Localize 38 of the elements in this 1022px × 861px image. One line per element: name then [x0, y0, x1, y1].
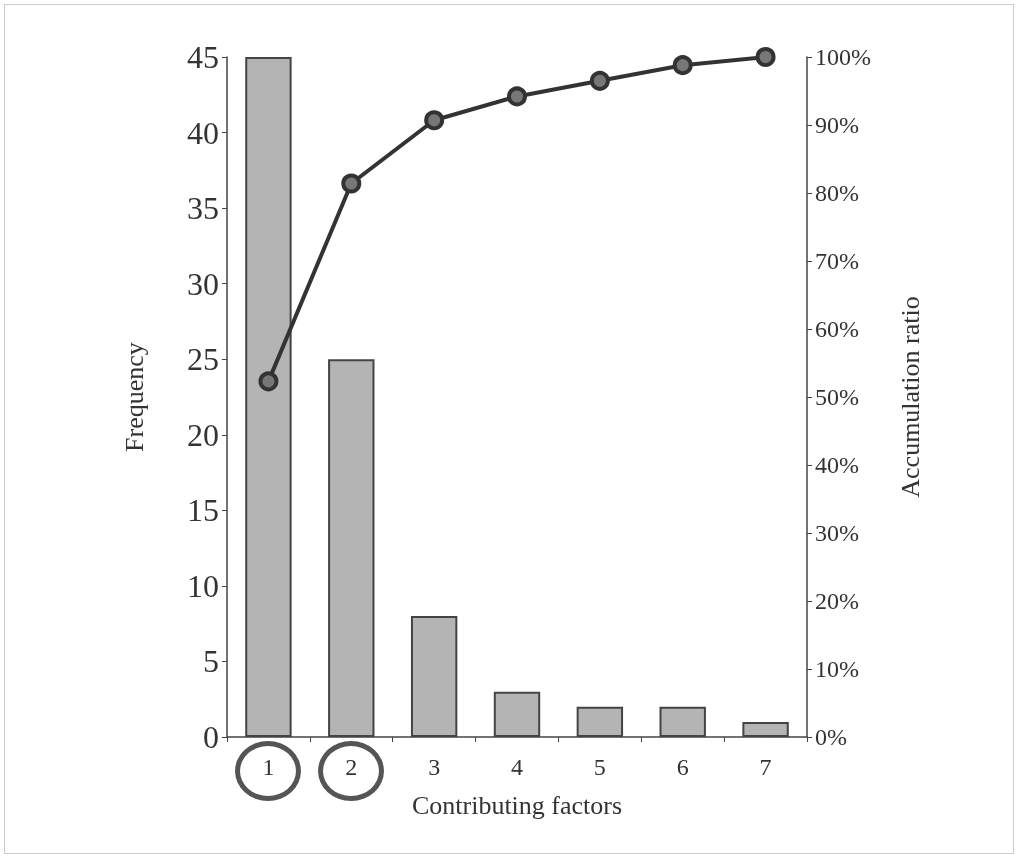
point	[589, 70, 610, 91]
y2-tick-label: 30%	[815, 520, 859, 546]
y2-tick-label: 50%	[815, 384, 859, 410]
y-tick-label: 10	[187, 567, 219, 604]
y2-tick-label: 60%	[815, 316, 859, 342]
x-tick-label: 5	[593, 754, 606, 780]
y-tick-label: 30	[187, 265, 219, 302]
y-tick-label: 25	[187, 341, 219, 378]
point	[258, 371, 279, 392]
point	[755, 47, 776, 67]
y2-tick-label: 10%	[815, 656, 859, 682]
x-tick-label: 3	[428, 754, 441, 780]
y-tick-label: 0	[203, 719, 219, 755]
point	[424, 110, 445, 131]
point	[672, 55, 693, 76]
y-tick-label: 20	[187, 416, 219, 453]
point	[507, 86, 527, 107]
x-tick-label: 7	[759, 754, 772, 780]
y2-tick-label: 80%	[815, 180, 859, 206]
y-tick-label: 45	[187, 39, 219, 75]
y2-tick-label: 100%	[815, 44, 871, 70]
y2-tick-label: 20%	[815, 588, 859, 614]
x-tick-label: 4	[511, 754, 523, 780]
y2-tick-label: 90%	[815, 112, 859, 138]
y-tick-label: 15	[187, 492, 219, 529]
x-tick-label: 2	[345, 754, 358, 780]
y2-axis-title: Accumulation ratio	[895, 296, 925, 498]
y-tick-label: 35	[187, 190, 219, 227]
x-axis-title: Contributing factors	[411, 790, 623, 820]
point	[341, 173, 362, 194]
y-tick-label: 5	[203, 643, 219, 680]
x-tick-label: 6	[676, 754, 689, 780]
y-tick-label: 40	[187, 114, 219, 151]
y2-tick-label: 70%	[815, 248, 859, 274]
y2-tick-label: 0%	[815, 724, 847, 750]
y-axis-title: Frequency	[119, 342, 149, 452]
x-tick-label: 1	[262, 754, 275, 780]
y2-tick-label: 40%	[815, 452, 859, 478]
